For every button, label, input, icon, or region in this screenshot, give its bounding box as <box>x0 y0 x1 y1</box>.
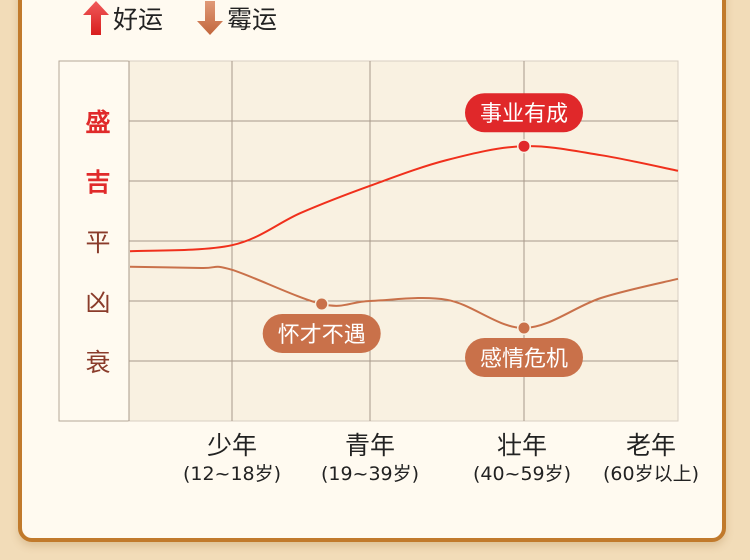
legend-label-bad: 霉运 <box>227 5 278 34</box>
legend-item-bad: 霉运 <box>197 0 277 36</box>
x-stage-label: 老年 (60岁以上) <box>586 431 716 487</box>
stage-age-range: (12~18岁) <box>182 463 282 485</box>
x-stage-label: 青年 (19~39岁) <box>305 431 435 487</box>
annotation-label: 感情危机 <box>480 347 568 372</box>
data-marker <box>316 298 328 310</box>
y-level-label: 盛 <box>85 108 110 137</box>
arrow-up-icon <box>83 1 109 35</box>
stage-name: 老年 <box>625 431 676 460</box>
annotation-label: 事业有成 <box>480 102 568 127</box>
annotation-pill <box>262 314 381 353</box>
stage-name: 青年 <box>344 431 395 460</box>
data-marker <box>518 140 530 152</box>
data-marker <box>518 322 530 334</box>
stage-name: 少年 <box>206 431 257 460</box>
series-line-bad <box>129 265 679 330</box>
stage-name: 壮年 <box>496 431 547 460</box>
y-level-label: 衰 <box>85 348 110 377</box>
arrow-down-icon <box>197 1 223 35</box>
y-label-column <box>58 60 130 422</box>
stage-age-range: (19~39岁) <box>320 463 420 485</box>
x-stage-label: 壮年 (40~59岁) <box>457 431 587 487</box>
annotation-label: 怀才不遇 <box>278 323 366 348</box>
y-level-label: 凶 <box>85 288 110 317</box>
legend-label-good: 好运 <box>113 5 164 34</box>
series-line-good <box>129 145 679 253</box>
stage-age-range: (40~59岁) <box>472 463 572 485</box>
annotation-pill <box>465 93 583 133</box>
legend-item-good: 好运 <box>83 0 163 36</box>
annotation-pill <box>465 338 583 377</box>
y-level-label: 平 <box>85 228 110 257</box>
x-stage-label: 少年 (12~18岁) <box>167 431 297 487</box>
stage-age-range: (60岁以上) <box>602 463 699 485</box>
y-level-label: 吉 <box>85 168 110 197</box>
